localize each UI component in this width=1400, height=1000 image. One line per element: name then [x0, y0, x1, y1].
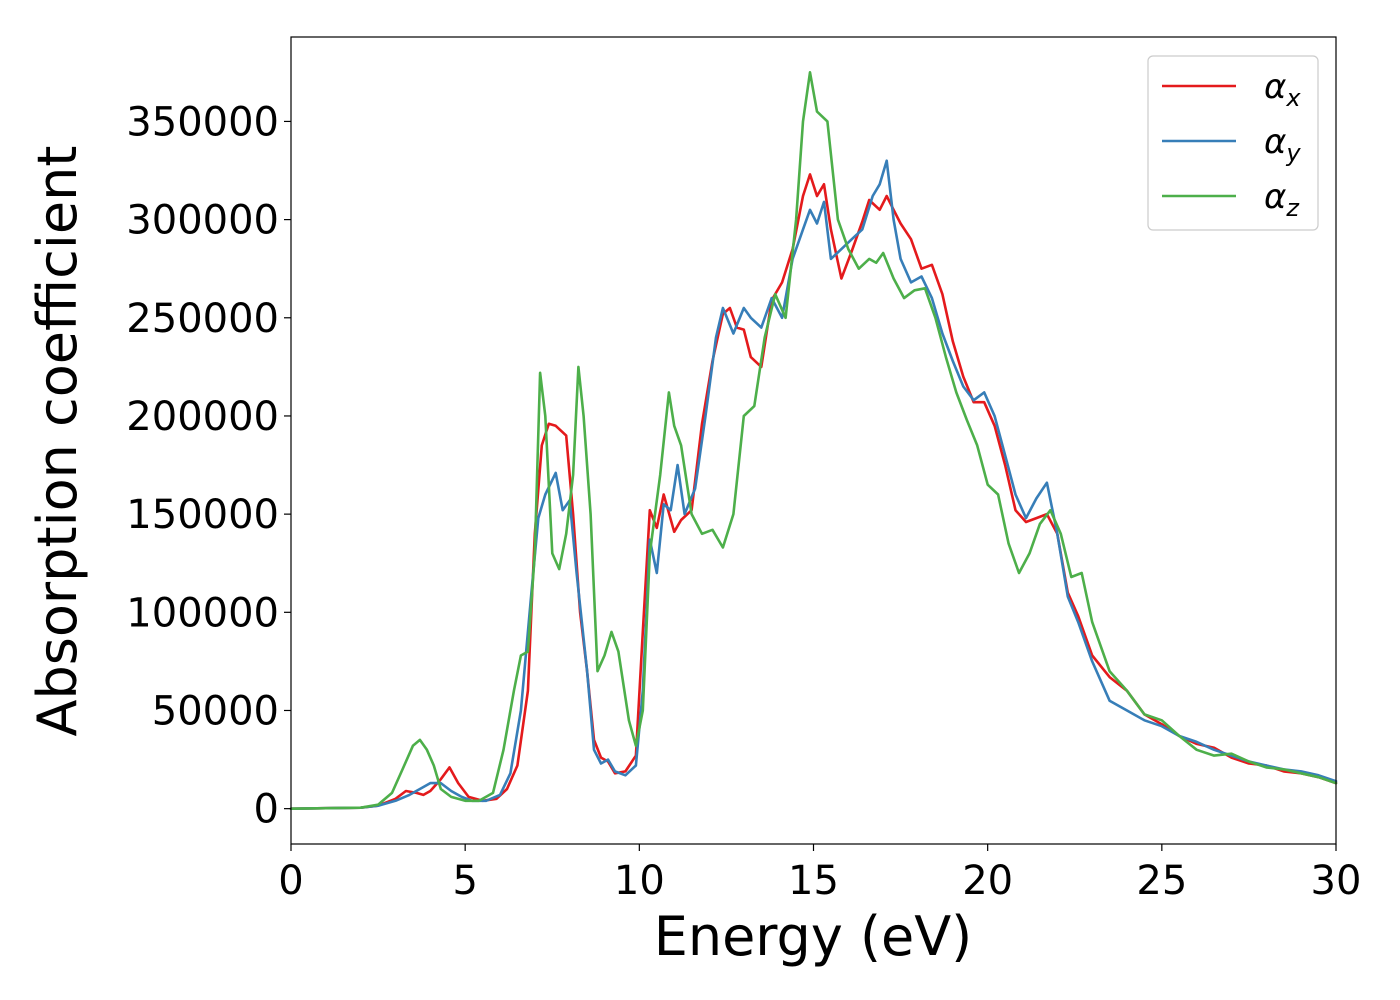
x-tick-label: 0 [278, 858, 303, 904]
y-tick-label: 250000 [126, 296, 279, 342]
x-axis-ticks: 0 5 10 15 20 25 30 [278, 844, 1361, 904]
y-tick-label: 0 [254, 787, 279, 833]
legend-label-y: αy [1264, 122, 1301, 167]
y-tick-label: 300000 [126, 198, 279, 244]
legend-label-z: αz [1264, 177, 1300, 222]
y-tick-label: 50000 [152, 688, 279, 734]
x-tick-label: 5 [452, 858, 477, 904]
x-tick-label: 25 [1136, 858, 1187, 904]
y-axis-ticks: 0 50000 100000 150000 200000 250000 300000 3500… [126, 99, 291, 833]
x-tick-label: 15 [788, 858, 839, 904]
y-tick-label: 350000 [126, 99, 279, 145]
x-tick-label: 20 [962, 858, 1013, 904]
x-tick-label: 30 [1311, 858, 1362, 904]
legend: αx αy αz [1147, 55, 1319, 231]
series-line-z [289, 71, 1338, 810]
x-tick-label: 10 [614, 858, 665, 904]
y-axis-title: Absorption coefficient [26, 146, 89, 737]
x-axis-title: Energy (eV) [654, 905, 973, 968]
y-tick-label: 150000 [126, 492, 279, 538]
legend-box [1147, 55, 1319, 231]
series-line-x [289, 173, 1338, 810]
series-layer [289, 71, 1338, 810]
y-tick-label: 200000 [126, 394, 279, 440]
legend-label-x: αx [1264, 67, 1301, 112]
y-tick-label: 100000 [126, 590, 279, 636]
